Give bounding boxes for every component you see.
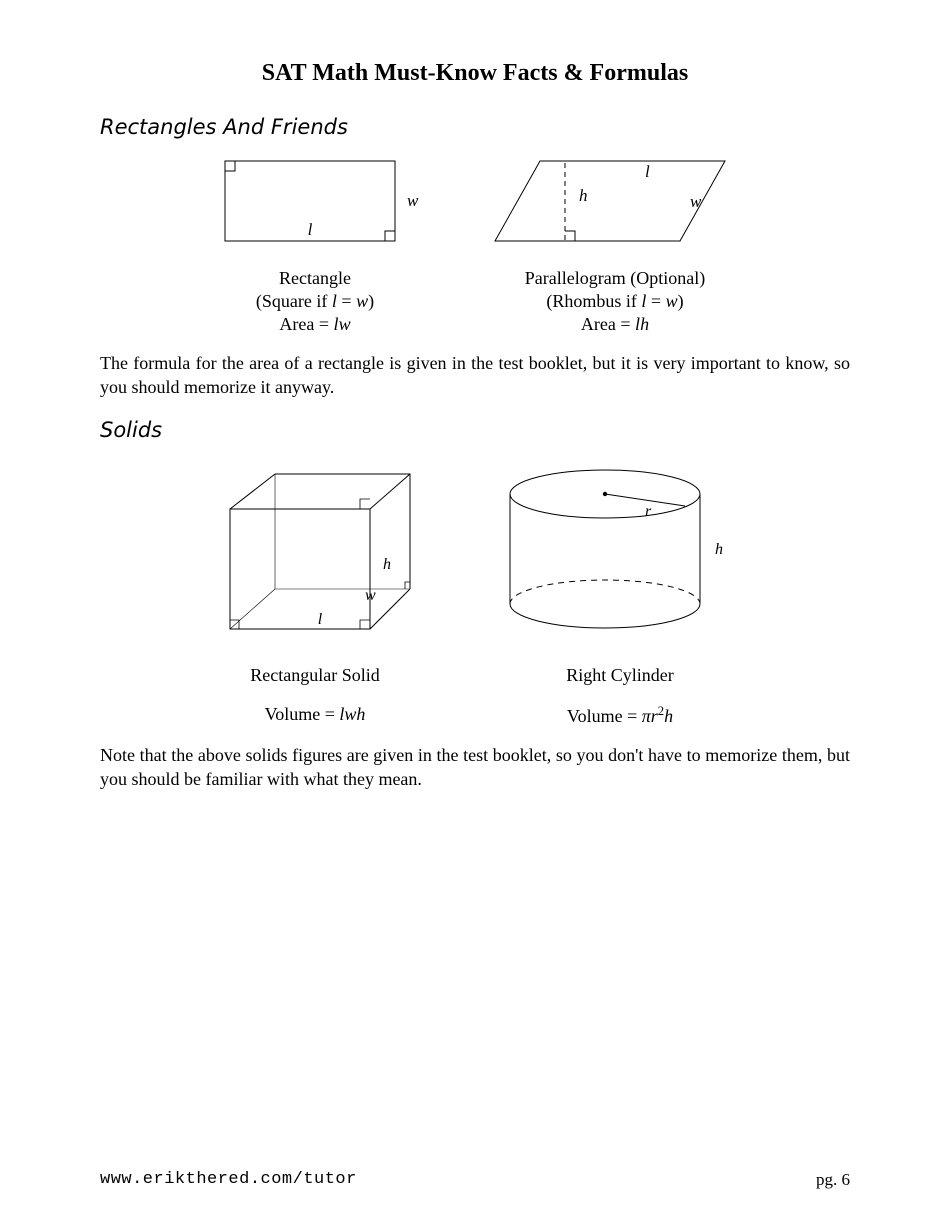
box-caption-1: Rectangular Solid bbox=[200, 665, 430, 686]
rectangles-paragraph: The formula for the area of a rectangle … bbox=[100, 351, 850, 400]
rectangles-figure-row: l w Rectangle (Square if l = w) Area = l… bbox=[100, 151, 850, 337]
solids-paragraph: Note that the above solids figures are g… bbox=[100, 743, 850, 792]
box-label-l: l bbox=[318, 611, 323, 628]
right-cylinder-figure: r h Right Cylinder Volume = πr2h bbox=[490, 454, 750, 729]
para-caption-1: Parallelogram (Optional) bbox=[485, 268, 745, 289]
rectangular-solid-svg: l w h bbox=[200, 454, 430, 654]
section-rectangles-heading: Rectangles And Friends bbox=[100, 115, 850, 139]
rectangle-svg: l w bbox=[205, 151, 425, 261]
rect-label-l: l bbox=[308, 220, 313, 239]
footer-url: www.erikthered.com/tutor bbox=[100, 1170, 357, 1190]
para-label-w: w bbox=[690, 192, 702, 211]
cylinder-svg: r h bbox=[490, 454, 750, 654]
box-caption-2: Volume = lwh bbox=[200, 704, 430, 725]
rect-label-w: w bbox=[407, 191, 419, 210]
rect-caption-3: Area = lw bbox=[205, 314, 425, 335]
footer-page-number: pg. 6 bbox=[816, 1170, 850, 1190]
para-label-h: h bbox=[579, 186, 588, 205]
cyl-caption-1: Right Cylinder bbox=[490, 665, 750, 686]
box-label-w: w bbox=[365, 587, 376, 604]
box-label-h: h bbox=[383, 556, 391, 573]
rectangle-figure: l w Rectangle (Square if l = w) Area = l… bbox=[205, 151, 425, 337]
solids-figure-row: l w h Rectangular Solid Volume = lwh bbox=[100, 454, 850, 729]
cyl-label-r: r bbox=[645, 503, 652, 520]
para-label-l: l bbox=[645, 162, 650, 181]
rectangular-solid-figure: l w h Rectangular Solid Volume = lwh bbox=[200, 454, 430, 729]
page-title: SAT Math Must-Know Facts & Formulas bbox=[100, 60, 850, 87]
para-caption-3: Area = lh bbox=[485, 314, 745, 335]
parallelogram-svg: l w h bbox=[485, 151, 745, 261]
cyl-caption-2: Volume = πr2h bbox=[490, 704, 750, 727]
parallelogram-figure: l w h Parallelogram (Optional) (Rhombus … bbox=[485, 151, 745, 337]
section-solids-heading: Solids bbox=[100, 418, 850, 442]
rect-caption-1: Rectangle bbox=[205, 268, 425, 289]
page-footer: www.erikthered.com/tutor pg. 6 bbox=[100, 1170, 850, 1190]
para-caption-2: (Rhombus if l = w) bbox=[485, 291, 745, 312]
cyl-label-h: h bbox=[715, 541, 723, 558]
rect-caption-2: (Square if l = w) bbox=[205, 291, 425, 312]
